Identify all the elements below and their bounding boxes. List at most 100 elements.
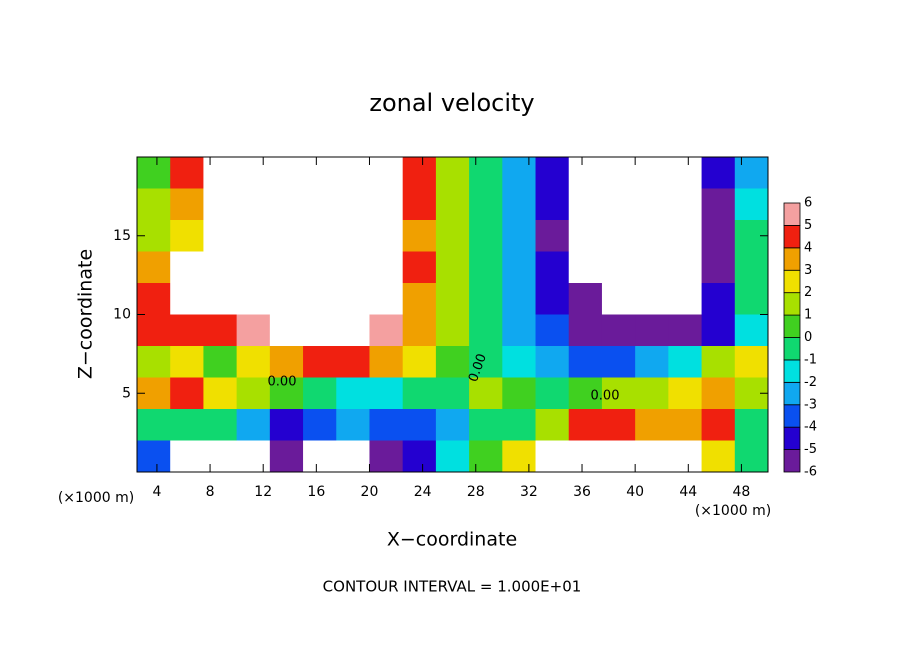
colorbar-box	[783, 202, 801, 226]
cell	[303, 220, 337, 252]
contour-label: 0.00	[591, 389, 620, 404]
cell	[701, 251, 736, 284]
cell	[269, 188, 304, 221]
cell	[203, 157, 238, 189]
cell	[336, 188, 370, 221]
cell	[203, 314, 238, 347]
cell	[502, 283, 537, 315]
cell	[203, 346, 238, 378]
cell	[701, 440, 736, 473]
cell	[303, 409, 337, 441]
cell	[269, 157, 304, 189]
cell	[701, 157, 736, 189]
cell	[601, 283, 636, 315]
cell	[137, 440, 171, 473]
y-tick-label: 15	[113, 228, 131, 244]
cell	[336, 251, 370, 284]
cell	[402, 346, 437, 378]
cell	[668, 157, 703, 189]
cell	[402, 314, 437, 347]
cell	[568, 346, 603, 378]
x-tick-label: 8	[206, 484, 215, 500]
cell	[469, 188, 503, 221]
cell	[502, 440, 537, 473]
cell	[303, 283, 337, 315]
x-tick-label: 44	[679, 484, 697, 500]
cell	[137, 188, 171, 221]
cell	[535, 251, 570, 284]
x-tick-label: 12	[254, 484, 272, 500]
cell	[170, 283, 204, 315]
x-tick-label: 32	[520, 484, 538, 500]
cell	[435, 346, 470, 378]
cell	[170, 157, 204, 189]
cell	[734, 251, 769, 284]
cell	[668, 251, 703, 284]
x-tick-label: 48	[733, 484, 751, 500]
colorbar-label: -2	[804, 375, 817, 390]
cell	[369, 157, 404, 189]
cell	[734, 188, 769, 221]
cell	[336, 220, 370, 252]
cell	[469, 251, 503, 284]
cell	[668, 283, 703, 315]
cell	[203, 188, 238, 221]
cell	[269, 283, 304, 315]
cell	[137, 346, 171, 378]
cell	[369, 220, 404, 252]
cell	[734, 409, 769, 441]
cell	[303, 377, 337, 410]
cell	[635, 220, 669, 252]
cell	[435, 377, 470, 410]
cell	[568, 283, 603, 315]
colorbar-label: 2	[804, 285, 812, 300]
x-tick-label: 36	[573, 484, 591, 500]
cell	[535, 188, 570, 221]
cell	[701, 314, 736, 347]
cell	[435, 188, 470, 221]
cell	[734, 346, 769, 378]
colorbar-label: -3	[804, 397, 817, 412]
footer: CONTOUR INTERVAL = 1.000E+01	[323, 578, 582, 596]
cell	[668, 346, 703, 378]
cell	[402, 377, 437, 410]
cell	[535, 440, 570, 473]
cell	[369, 314, 404, 347]
x-axis-label: X−coordinate	[387, 529, 517, 551]
cell	[435, 314, 470, 347]
colorbar-box	[783, 337, 801, 361]
cell	[402, 409, 437, 441]
cell	[369, 251, 404, 284]
cell	[601, 157, 636, 189]
cell	[369, 188, 404, 221]
cell	[269, 409, 304, 441]
cell	[635, 251, 669, 284]
cell	[502, 314, 537, 347]
cell	[601, 220, 636, 252]
cell	[635, 409, 669, 441]
contour-label: 0.00	[268, 375, 297, 390]
cell	[137, 251, 171, 284]
cell	[336, 377, 370, 410]
cell	[601, 377, 636, 410]
cell	[701, 220, 736, 252]
x-tick-label: 20	[361, 484, 379, 500]
cell	[469, 157, 503, 189]
cell	[402, 440, 437, 473]
cell	[402, 157, 437, 189]
cell	[369, 283, 404, 315]
cell	[170, 188, 204, 221]
cell	[701, 409, 736, 441]
cell	[336, 157, 370, 189]
cell	[369, 346, 404, 378]
cell	[203, 220, 238, 252]
cell	[369, 409, 404, 441]
cell	[635, 314, 669, 347]
cell	[535, 314, 570, 347]
cell	[170, 314, 204, 347]
cell	[601, 314, 636, 347]
cell	[269, 314, 304, 347]
cell	[336, 314, 370, 347]
cell	[502, 251, 537, 284]
cell	[635, 377, 669, 410]
